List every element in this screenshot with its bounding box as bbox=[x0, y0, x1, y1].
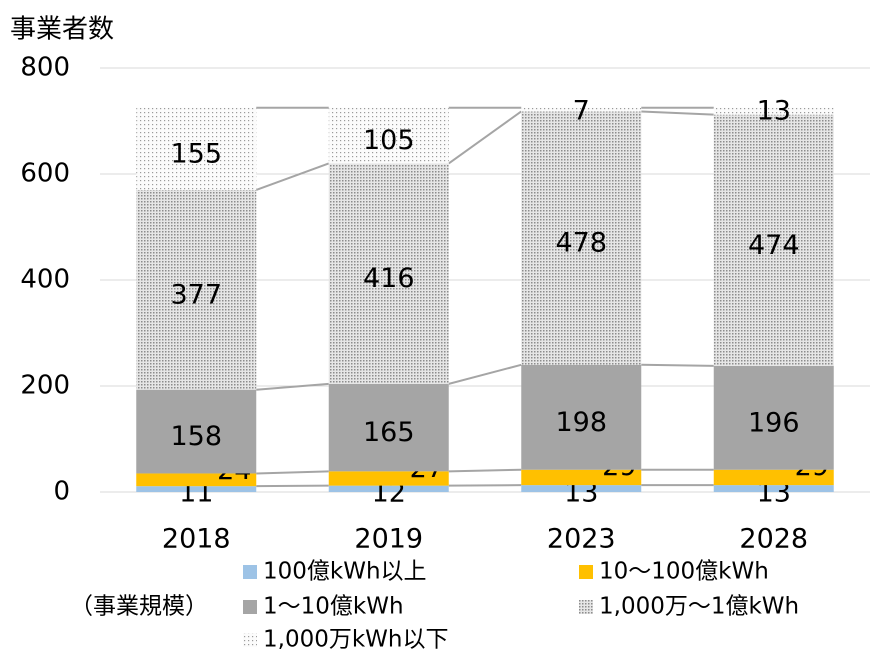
series-line bbox=[255, 162, 330, 191]
bar-segment bbox=[136, 389, 257, 474]
bar-segment bbox=[328, 471, 449, 486]
data-label: 377 bbox=[170, 279, 222, 310]
x-tick-label: 2018 bbox=[162, 524, 231, 555]
legend-swatch bbox=[579, 600, 593, 614]
bar-segment bbox=[136, 189, 257, 390]
y-axis-title: 事業者数 bbox=[10, 15, 114, 45]
y-tick-label: 600 bbox=[20, 159, 70, 189]
legend-swatch bbox=[243, 600, 257, 614]
x-tick-label: 2019 bbox=[354, 524, 423, 555]
bar-segment bbox=[328, 163, 449, 384]
bar-segment bbox=[521, 485, 642, 492]
data-label: 474 bbox=[748, 230, 800, 261]
bar-segment bbox=[521, 364, 642, 470]
y-tick-label: 200 bbox=[20, 371, 70, 401]
bar-segment bbox=[713, 365, 834, 470]
legend-swatch bbox=[243, 565, 257, 579]
legend-swatch bbox=[579, 565, 593, 579]
bar-segment bbox=[713, 485, 834, 492]
bar-segment bbox=[328, 485, 449, 492]
legend-label: 1,000万～1億kWh bbox=[599, 594, 799, 620]
bar-segment bbox=[713, 469, 834, 486]
series-line bbox=[448, 484, 522, 487]
series-line bbox=[641, 363, 714, 367]
legend-swatch bbox=[243, 633, 257, 647]
data-label: 196 bbox=[748, 407, 800, 438]
bar-segment bbox=[136, 486, 257, 492]
bar-segment bbox=[713, 107, 834, 115]
data-label: 155 bbox=[170, 138, 222, 169]
series-line bbox=[256, 484, 329, 488]
data-label: 416 bbox=[363, 263, 415, 294]
x-tick-label: 2023 bbox=[547, 524, 616, 555]
series-line bbox=[448, 110, 522, 165]
bar-segment bbox=[521, 107, 642, 112]
series-line bbox=[448, 468, 522, 473]
bar-segment bbox=[521, 469, 642, 486]
series-line bbox=[641, 110, 714, 116]
data-label: 158 bbox=[170, 421, 222, 452]
bar-segment bbox=[136, 473, 257, 487]
legend-title: （事業規模） bbox=[70, 594, 208, 620]
y-tick-label: 800 bbox=[20, 53, 70, 83]
x-tick-label: 2028 bbox=[739, 524, 808, 555]
data-label: 13 bbox=[757, 95, 791, 126]
legend-label: 1,000万kWh以下 bbox=[263, 627, 448, 652]
bar-segment bbox=[328, 383, 449, 472]
bar-segment bbox=[521, 111, 642, 365]
bar-segment bbox=[136, 107, 257, 190]
bar-segment bbox=[713, 114, 834, 366]
series-line bbox=[256, 382, 329, 391]
legend-label: 1～10億kWh bbox=[263, 594, 404, 620]
y-tick-label: 0 bbox=[53, 477, 70, 507]
data-label: 7 bbox=[573, 95, 590, 126]
series-line bbox=[448, 363, 522, 385]
data-label: 165 bbox=[363, 417, 415, 448]
bar-segment bbox=[328, 107, 449, 164]
y-tick-label: 400 bbox=[20, 265, 70, 295]
data-label: 478 bbox=[555, 228, 607, 259]
legend-label: 10～100億kWh bbox=[599, 559, 769, 585]
data-label: 105 bbox=[363, 125, 415, 156]
series-line bbox=[256, 470, 329, 475]
legend-label: 100億kWh以上 bbox=[263, 559, 427, 585]
data-label: 198 bbox=[555, 407, 607, 438]
